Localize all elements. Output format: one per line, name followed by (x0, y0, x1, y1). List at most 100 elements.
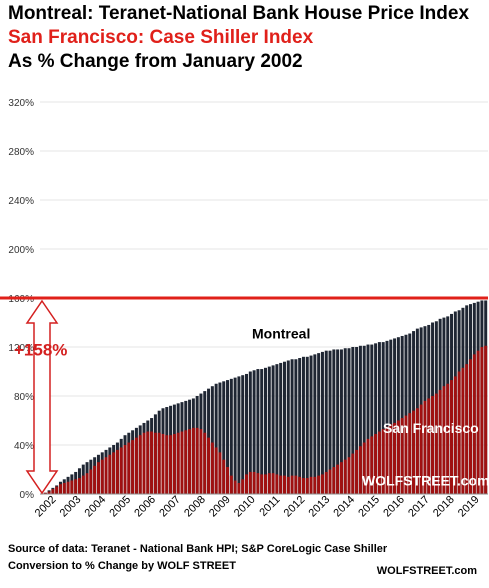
y-tick-label: 0% (20, 490, 35, 501)
san-francisco-bar (412, 410, 416, 494)
x-tick-label: 2003 (58, 494, 84, 520)
montreal-bar (214, 383, 218, 494)
san-francisco-bar (317, 475, 321, 494)
x-tick-label: 2014 (331, 494, 357, 520)
san-francisco-bar (279, 475, 283, 494)
san-francisco-bar (431, 396, 435, 494)
san-francisco-bar (400, 418, 404, 494)
san-francisco-bar (415, 408, 419, 494)
brand-footer: WOLFSTREET.com (376, 565, 477, 577)
x-tick-label: 2011 (257, 494, 282, 519)
san-francisco-bar (484, 345, 488, 494)
san-francisco-bar (275, 474, 279, 494)
montreal-bar (248, 371, 252, 494)
san-francisco-bar (309, 476, 313, 494)
montreal-bar (271, 365, 275, 494)
y-tick-label: 320% (8, 98, 34, 109)
san-francisco-bar (374, 433, 378, 494)
san-francisco-bar (377, 431, 381, 494)
x-tick-label: 2015 (356, 494, 382, 520)
x-tick-label: 2007 (157, 494, 183, 520)
san-francisco-bars (43, 345, 488, 494)
y-tick-label: 40% (14, 441, 34, 452)
san-francisco-bar (77, 478, 81, 494)
san-francisco-bar (290, 475, 294, 494)
san-francisco-bar (233, 480, 237, 494)
san-francisco-bar (298, 476, 302, 494)
san-francisco-bar (408, 413, 412, 494)
san-francisco-bar (248, 471, 252, 494)
montreal-series-label: Montreal (252, 325, 310, 341)
san-francisco-bar (43, 492, 47, 494)
san-francisco-bar (123, 445, 127, 494)
y-tick-label: 280% (8, 147, 34, 158)
san-francisco-bar (165, 435, 169, 494)
san-francisco-bar (351, 453, 355, 494)
san-francisco-bar (55, 486, 59, 494)
san-francisco-bar (324, 471, 328, 494)
san-francisco-bar (199, 429, 203, 494)
san-francisco-bar (476, 350, 480, 494)
san-francisco-bar (453, 376, 457, 494)
san-francisco-bar (465, 364, 469, 494)
san-francisco-bar (119, 447, 123, 494)
montreal-bar (226, 380, 230, 494)
san-francisco-bar (294, 475, 298, 494)
san-francisco-bar (419, 404, 423, 494)
san-francisco-series-label: San Francisco (383, 420, 479, 436)
x-tick-label: 2019 (456, 494, 482, 520)
san-francisco-bar (256, 473, 260, 494)
san-francisco-bar (438, 389, 442, 494)
san-francisco-bar (252, 471, 256, 494)
san-francisco-bar (138, 435, 142, 494)
x-tick-label: 2013 (307, 494, 333, 520)
x-tick-label: 2018 (431, 494, 457, 520)
montreal-bar (229, 378, 233, 494)
montreal-bar (351, 347, 355, 494)
montreal-bar (256, 369, 260, 494)
montreal-bar (336, 349, 340, 494)
san-francisco-bar (142, 432, 146, 494)
montreal-bar (332, 349, 336, 494)
san-francisco-bar (229, 475, 233, 494)
montreal-bar (245, 373, 249, 494)
san-francisco-bar (51, 489, 55, 494)
san-francisco-bar (336, 464, 340, 494)
x-tick-label: 2016 (381, 494, 407, 520)
montreal-bar (275, 364, 279, 494)
san-francisco-bar (472, 354, 476, 494)
san-francisco-bar (127, 442, 131, 494)
san-francisco-bar (396, 420, 400, 494)
san-francisco-bar (328, 469, 332, 494)
san-francisco-bar (286, 476, 290, 494)
montreal-bar (393, 338, 397, 494)
san-francisco-bar (172, 433, 176, 494)
montreal-bar (286, 360, 290, 494)
san-francisco-bar (457, 371, 461, 494)
san-francisco-bar (305, 478, 309, 494)
san-francisco-bar (226, 467, 230, 494)
montreal-bar (309, 355, 313, 494)
montreal-bar (385, 340, 389, 494)
san-francisco-bar (222, 459, 226, 494)
x-tick-label: 2005 (107, 494, 133, 520)
montreal-bar (267, 366, 271, 494)
annotation-arrow (25, 299, 59, 495)
montreal-bar (290, 359, 294, 494)
x-axis-tick-labels: 2002 2003 2004 2005 2006 2007 2008 2009 2010 2011… (33, 494, 482, 520)
montreal-bar (355, 347, 359, 494)
san-francisco-bar (427, 398, 431, 494)
annotation-label: +158% (14, 341, 67, 360)
san-francisco-bar (210, 442, 214, 494)
san-francisco-bar (47, 491, 51, 494)
montreal-bar (328, 350, 332, 494)
san-francisco-bar (108, 454, 112, 494)
montreal-bar (381, 342, 385, 494)
san-francisco-bar (74, 479, 78, 494)
san-francisco-bar (115, 449, 119, 494)
y-tick-label: 240% (8, 196, 34, 207)
montreal-bar (400, 335, 404, 494)
san-francisco-bar (264, 474, 267, 494)
montreal-bar (320, 351, 324, 494)
